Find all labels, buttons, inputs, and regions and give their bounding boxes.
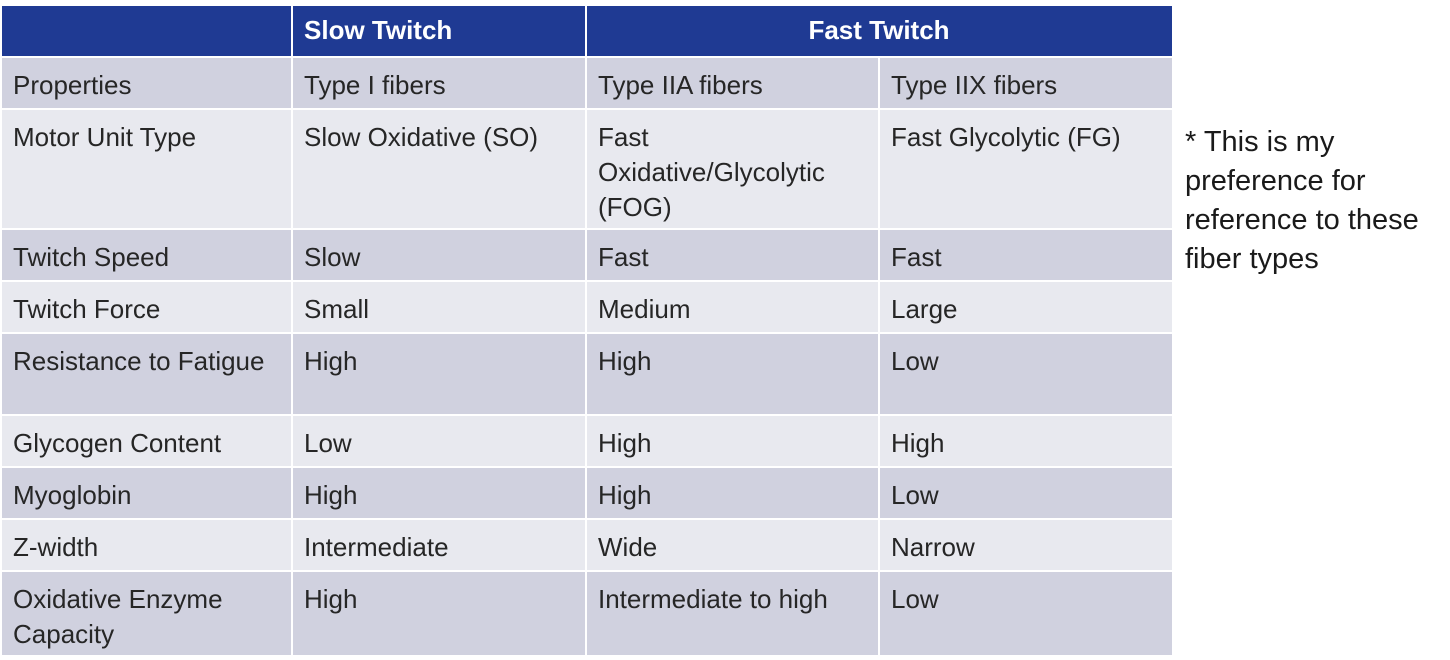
table-row: Twitch Force Small Medium Large [0,280,1174,334]
value-cell: Fast [878,228,1174,282]
value-cell: High [291,466,587,520]
value-cell: High [585,414,880,468]
value-cell: High [585,466,880,520]
value-cell: Fast Oxidative/Glycolytic (FOG) [585,108,880,230]
value-cell: High [585,332,880,416]
value-cell: Wide [585,518,880,572]
header-row: Slow Twitch Fast Twitch [0,4,1174,58]
value-cell: Fast [585,228,880,282]
value-cell: High [291,332,587,416]
value-cell: Type I fibers [291,56,587,110]
value-cell: Small [291,280,587,334]
value-cell: Medium [585,280,880,334]
value-cell: High [878,414,1174,468]
table-row: Motor Unit Type Slow Oxidative (SO) Fast O… [0,108,1174,230]
table-row: Twitch Speed Slow Fast Fast [0,228,1174,282]
value-cell: Type IIX fibers [878,56,1174,110]
property-cell: Twitch Speed [0,228,293,282]
value-cell: Low [878,466,1174,520]
value-cell: Slow [291,228,587,282]
property-cell: Motor Unit Type [0,108,293,230]
table-row: Myoglobin High High Low [0,466,1174,520]
value-cell: Intermediate [291,518,587,572]
header-cell: Slow Twitch [291,4,587,58]
value-cell: Fast Glycolytic (FG) [878,108,1174,230]
table-row: Z-width Intermediate Wide Narrow [0,518,1174,572]
value-cell: Low [291,414,587,468]
fiber-table: Slow Twitch Fast Twitch Properties Type I… [0,4,1174,657]
property-cell: Oxidative Enzyme Capacity [0,570,293,657]
table-row: Properties Type I fibers Type IIA fibers Ty… [0,56,1174,110]
value-cell: Slow Oxidative (SO) [291,108,587,230]
table-row: Oxidative Enzyme Capacity High Intermediat… [0,570,1174,657]
value-cell: Type IIA fibers [585,56,880,110]
property-cell: Myoglobin [0,466,293,520]
value-cell: Large [878,280,1174,334]
property-cell: Resistance to Fatigue [0,332,293,416]
value-cell: Low [878,332,1174,416]
side-note: * This is my preference for reference to… [1185,126,1419,275]
property-cell: Z-width [0,518,293,572]
header-cell: Fast Twitch [585,4,1174,58]
value-cell: Intermediate to high [585,570,880,657]
value-cell: Narrow [878,518,1174,572]
value-cell: Low [878,570,1174,657]
property-cell: Twitch Force [0,280,293,334]
header-cell [0,4,293,58]
table-row: Glycogen Content Low High High [0,414,1174,468]
property-cell: Properties [0,56,293,110]
value-cell: High [291,570,587,657]
table-body: Properties Type I fibers Type IIA fibers Ty… [0,56,1174,657]
table-head: Slow Twitch Fast Twitch [0,4,1174,58]
table-row: Resistance to Fatigue High High Low [0,332,1174,416]
property-cell: Glycogen Content [0,414,293,468]
